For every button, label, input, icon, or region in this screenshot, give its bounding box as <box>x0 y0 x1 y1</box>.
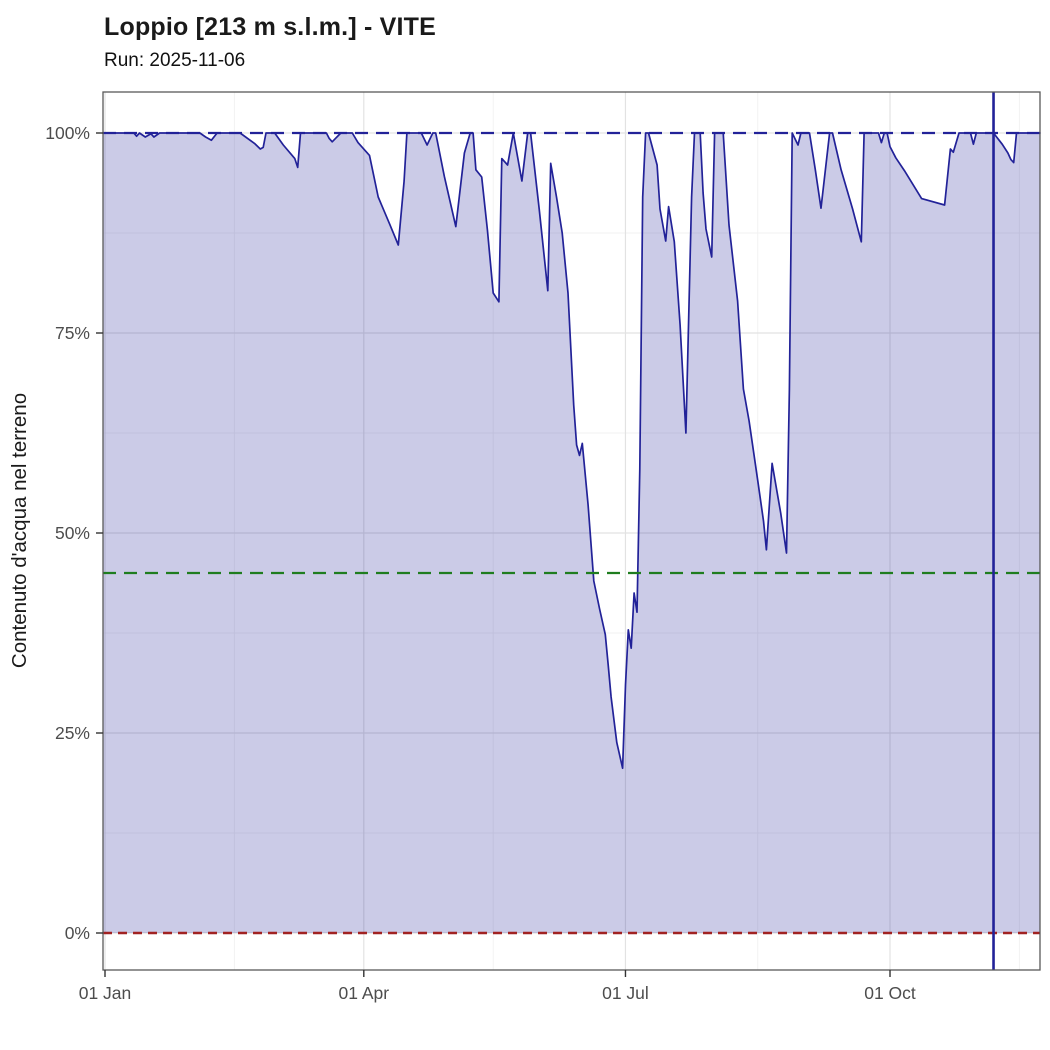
y-tick-label: 75% <box>55 323 90 343</box>
soil-moisture-line <box>102 132 1041 770</box>
y-tick-label: 50% <box>55 523 90 543</box>
x-tick-label: 01 Jul <box>602 983 649 1003</box>
chart-subtitle: Run: 2025-11-06 <box>104 50 246 71</box>
y-tick-label: 0% <box>65 923 90 943</box>
x-tick-label: 01 Oct <box>864 983 916 1003</box>
x-tick-label: 01 Jan <box>79 983 132 1003</box>
y-axis-title: Contenuto d'acqua nel terreno <box>8 393 31 668</box>
x-tick-label: 01 Apr <box>338 983 389 1003</box>
chart-title: Loppio [213 m s.l.m.] - VITE <box>104 13 437 41</box>
y-tick-label: 100% <box>45 123 90 143</box>
soil-moisture-area <box>103 133 1040 933</box>
y-tick-label: 25% <box>55 723 90 743</box>
panel-border <box>102 91 1041 971</box>
